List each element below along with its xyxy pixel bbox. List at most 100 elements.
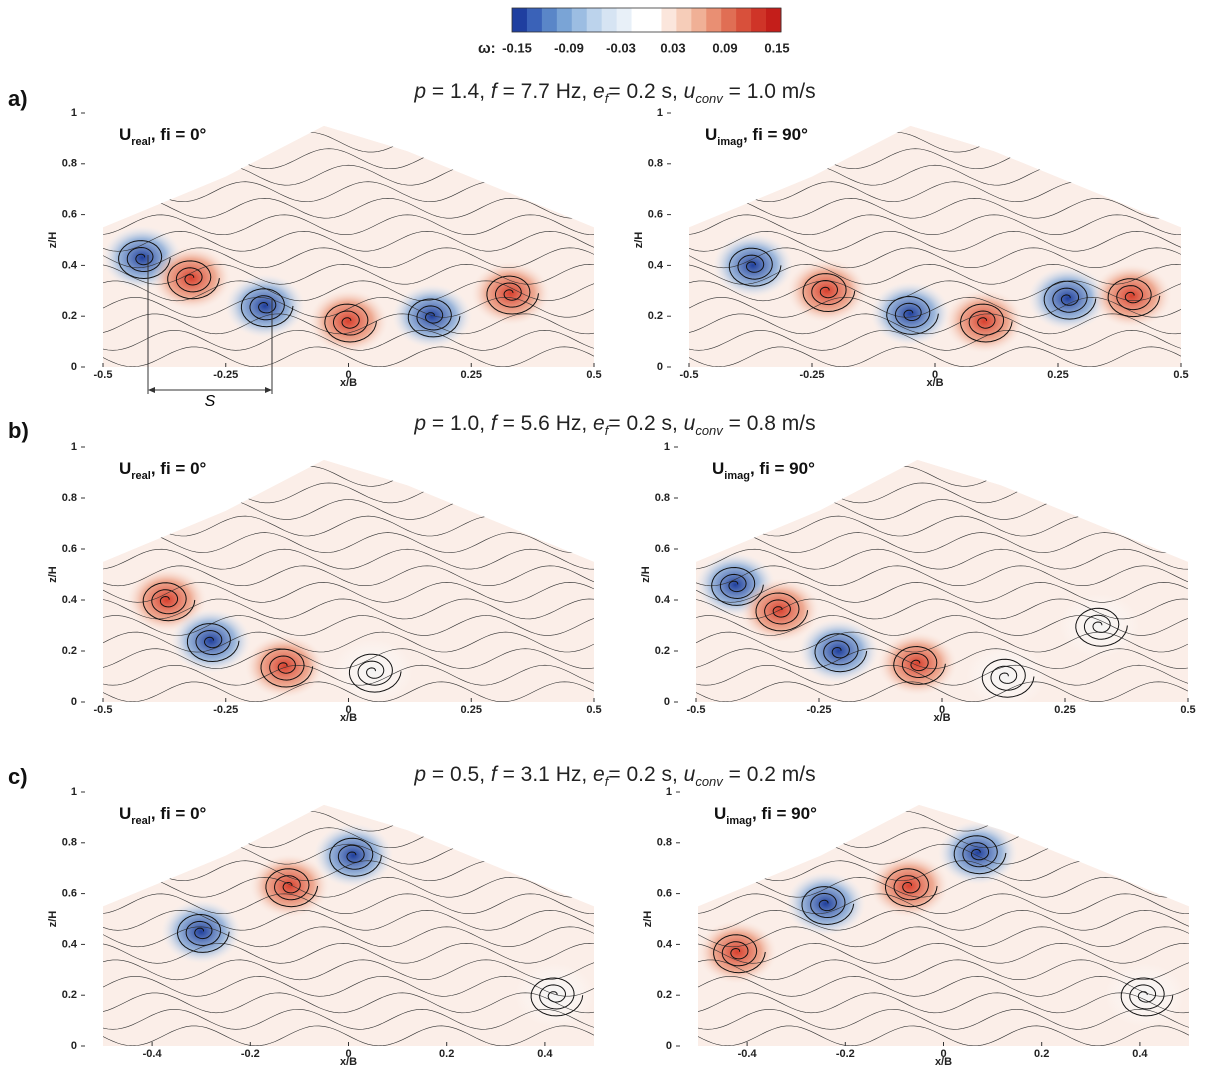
y-tick-label: 0.6: [62, 543, 77, 555]
x-tick-label: 0.5: [586, 369, 601, 381]
x-tick-label: 0.5: [586, 704, 601, 716]
title-part: = 1.4,: [426, 80, 491, 103]
x-tick-label: -0.25: [799, 369, 824, 381]
x-axis-label: x/B: [340, 377, 357, 389]
row-label: c): [8, 764, 28, 789]
vorticity-blob: [944, 289, 1024, 353]
y-tick-label: 0.4: [657, 938, 673, 950]
colorbar-tick-label: -0.09: [554, 40, 584, 55]
y-tick-label: 1: [71, 786, 77, 798]
vorticity-blob: [938, 821, 1018, 885]
y-tick-label: 0.2: [657, 989, 672, 1001]
title-part: = 0.5,: [426, 763, 491, 786]
flow-panel: [102, 126, 594, 367]
label-main: U: [705, 125, 717, 144]
x-tick-label: 0.2: [1034, 1048, 1049, 1060]
y-tick-label: 0.8: [657, 837, 672, 849]
flow-field: [102, 126, 594, 367]
title-part: = 7.7 Hz,: [497, 80, 593, 103]
vorticity-blob: [515, 963, 595, 1027]
x-tick-label: 0.25: [461, 704, 482, 716]
x-axis-label: x/B: [933, 712, 950, 724]
vorticity-blob: [1059, 594, 1139, 658]
title-part: = 0.2 s,: [608, 80, 683, 103]
y-tick-label: 0.8: [648, 158, 663, 170]
x-tick-label: -0.25: [806, 704, 831, 716]
vorticity-blob: [786, 872, 866, 936]
label-rest: , fi = 90°: [750, 459, 815, 478]
x-axis-label: x/B: [935, 1056, 952, 1068]
row-label: a): [8, 86, 28, 111]
label-sub: imag: [724, 470, 750, 482]
colorbar-band: [766, 8, 781, 32]
x-tick-label: -0.5: [94, 369, 113, 381]
x-tick-label: 0.4: [1132, 1048, 1148, 1060]
y-tick-label: 1: [664, 441, 670, 453]
title-part: p: [413, 80, 426, 103]
x-tick-label: 0.4: [537, 1048, 553, 1060]
title-part: e: [593, 412, 605, 435]
y-tick-label: 1: [657, 107, 663, 119]
colorbar-band: [557, 8, 572, 32]
y-tick-label: 1: [71, 441, 77, 453]
colorbar-band: [587, 8, 602, 32]
y-tick-label: 0: [71, 696, 77, 708]
colorbar-band: [572, 8, 587, 32]
y-tick-label: 0.2: [62, 645, 77, 657]
panel-label: Uimag, fi = 90°: [712, 459, 815, 481]
flow-field: [103, 805, 595, 1046]
label-rest: , fi = 0°: [151, 125, 207, 144]
colorbar-band: [647, 8, 662, 32]
flow-panel: [689, 126, 1181, 367]
flow-panel: [695, 460, 1188, 709]
y-axis-label: z/H: [47, 911, 59, 928]
colorbar-tick-label: -0.15: [502, 40, 532, 55]
vorticity-blob: [870, 282, 950, 346]
row-title: p = 0.5, f = 3.1 Hz, ef= 0.2 s, uconv = …: [413, 763, 815, 789]
label-sub: real: [131, 470, 151, 482]
x-tick-label: -0.25: [213, 369, 238, 381]
label-rest: , fi = 90°: [752, 804, 817, 823]
y-tick-label: 0.6: [655, 543, 670, 555]
title-part: e: [593, 80, 605, 103]
flow-field: [103, 460, 594, 704]
title-part: conv: [695, 774, 724, 789]
y-axis-label: z/H: [633, 232, 645, 249]
annotation: S: [205, 393, 216, 410]
y-tick-label: 0.6: [62, 209, 77, 221]
title-part: p: [413, 412, 426, 435]
label-sub: imag: [726, 815, 752, 827]
colorbar-band: [721, 8, 736, 32]
y-tick-label: 0.2: [62, 310, 77, 322]
y-tick-label: 0.2: [62, 989, 77, 1001]
panel-label: Uimag, fi = 90°: [714, 804, 817, 826]
title-part: = 1.0,: [426, 412, 491, 435]
y-axis-label: z/H: [47, 232, 59, 249]
y-tick-label: 1: [666, 786, 672, 798]
colorbar-band: [542, 8, 557, 32]
y-tick-label: 0.4: [62, 938, 78, 950]
x-tick-label: 0.25: [1047, 369, 1068, 381]
vorticity-blob: [869, 854, 949, 918]
x-tick-label: -0.2: [836, 1048, 855, 1060]
title-part: p: [413, 763, 426, 786]
title-part: = 0.2 s,: [608, 412, 683, 435]
colorbar-tick-label: 0.15: [764, 40, 789, 55]
title-part: u: [684, 763, 696, 786]
colorbar-tick-label: -0.03: [606, 40, 636, 55]
row-title: p = 1.0, f = 5.6 Hz, ef= 0.2 s, uconv = …: [413, 412, 815, 438]
x-tick-label: -0.4: [143, 1048, 163, 1060]
y-axis-label: z/H: [47, 566, 59, 583]
label-main: U: [119, 459, 131, 478]
title-part: = 1.0 m/s: [723, 80, 816, 103]
colorbar-band: [527, 8, 542, 32]
title-part: = 5.6 Hz,: [497, 412, 593, 435]
title-part: u: [684, 412, 696, 435]
panel-label: Uimag, fi = 90°: [705, 125, 808, 147]
flow-panel: [103, 805, 595, 1046]
y-tick-label: 0.2: [648, 310, 663, 322]
flow-field: [695, 460, 1188, 709]
y-tick-label: 0: [71, 361, 77, 373]
x-tick-label: 0.25: [1054, 704, 1075, 716]
y-tick-label: 0.4: [648, 259, 664, 271]
